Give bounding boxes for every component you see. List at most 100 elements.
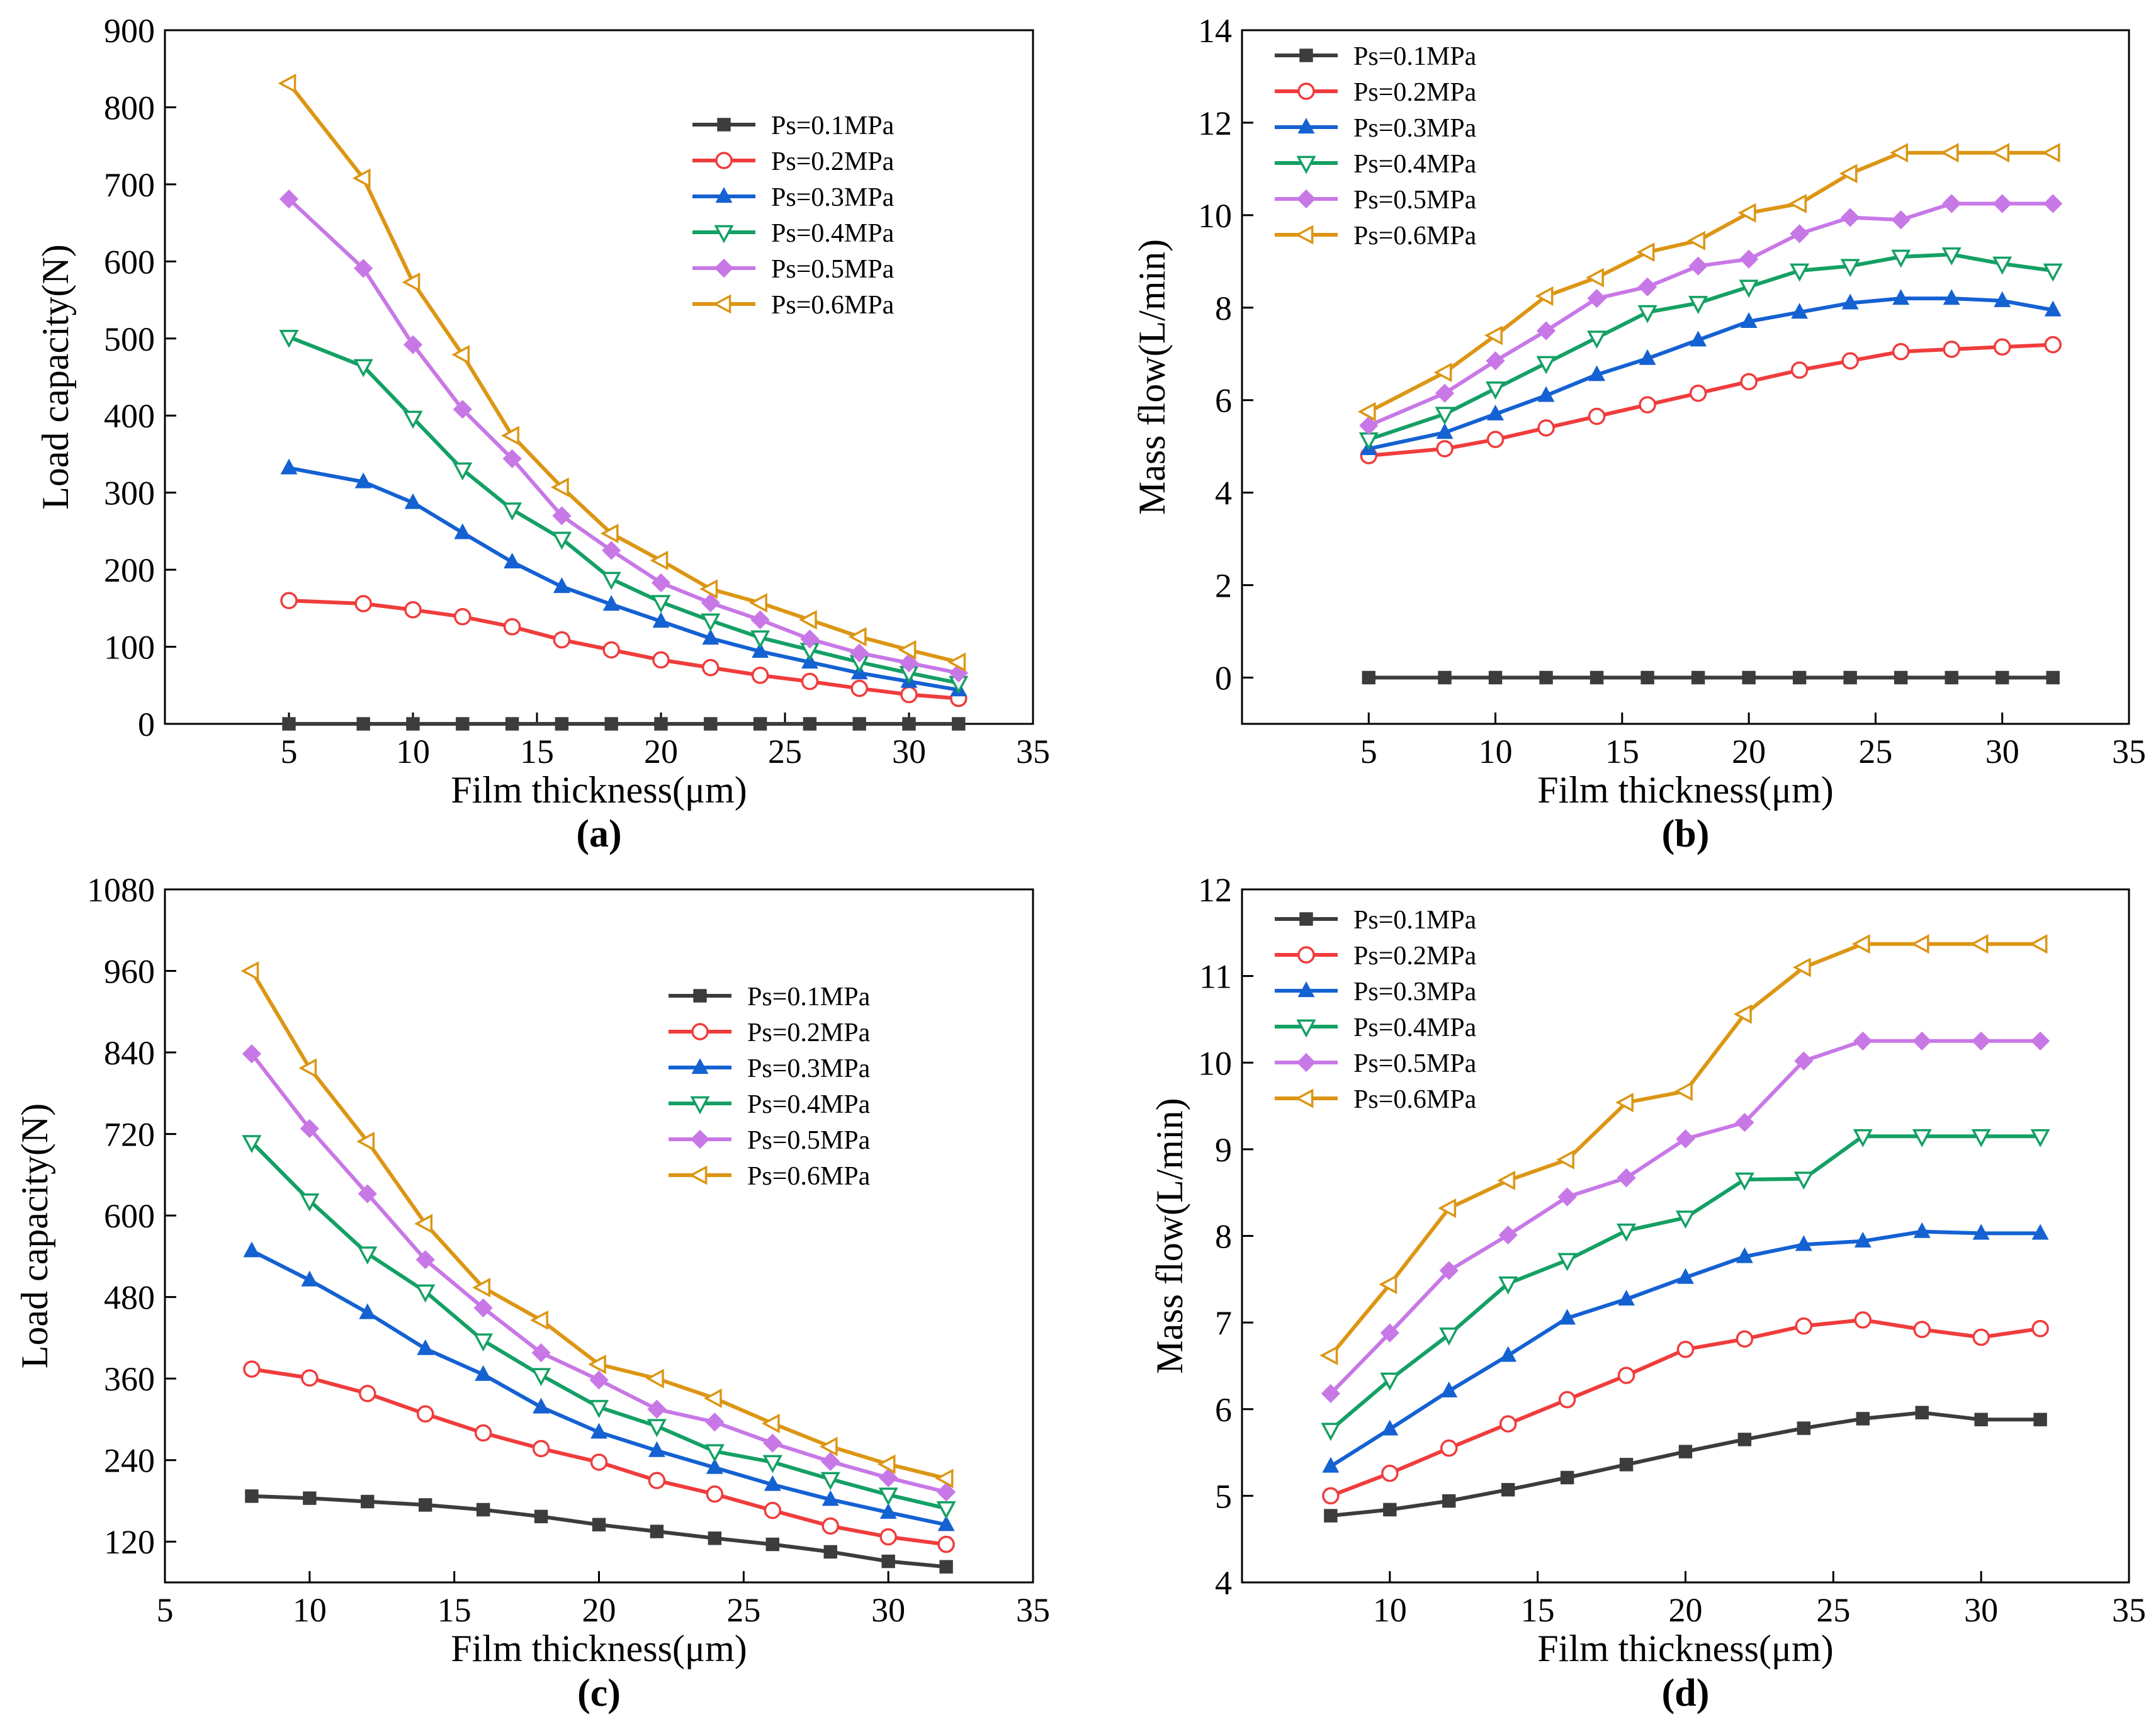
data-point — [356, 717, 370, 731]
data-point — [1379, 1275, 1397, 1295]
legend-marker — [690, 1129, 710, 1149]
data-point — [821, 1517, 839, 1535]
x-tick-label: 25 — [726, 1591, 760, 1629]
data-point — [1497, 1170, 1516, 1190]
legend-marker — [1297, 981, 1315, 998]
data-point — [703, 1388, 722, 1409]
data-point — [1841, 352, 1859, 370]
data-point — [589, 1370, 609, 1390]
data-point — [1639, 396, 1656, 414]
data-point — [1636, 242, 1655, 262]
data-point — [1941, 247, 1962, 266]
data-point — [1587, 330, 1607, 349]
data-point — [1912, 1031, 1932, 1051]
data-point — [1588, 365, 1606, 381]
data-point — [1488, 670, 1503, 685]
x-tick-label: 15 — [438, 1591, 471, 1629]
legend-label: Ps=0.1MPa — [747, 983, 871, 1012]
data-point — [1740, 312, 1758, 328]
chart-panel-c: 5 10 15 20 25 30 35 120 240 360 480 600 720 840 960 108… — [14, 871, 1050, 1715]
data-point — [1742, 670, 1756, 685]
x-tick-label: 30 — [1985, 733, 2019, 770]
data-point — [762, 1455, 782, 1474]
data-point — [1442, 1494, 1456, 1508]
data-point — [415, 1250, 435, 1270]
data-point — [877, 1454, 896, 1474]
data-point — [353, 359, 373, 378]
data-point — [1994, 291, 2011, 307]
data-point — [1996, 670, 2009, 685]
data-point — [800, 629, 820, 649]
series-line — [287, 82, 959, 664]
x-tick-label: 5 — [281, 733, 298, 770]
data-point — [1439, 1327, 1459, 1346]
data-point — [1383, 1502, 1397, 1517]
data-point — [651, 595, 671, 614]
data-point — [1853, 1129, 1873, 1147]
data-point — [451, 344, 470, 365]
y-tick-label: 1080 — [87, 871, 155, 909]
legend-label: Ps=0.2MPa — [1353, 78, 1477, 107]
legend-label: Ps=0.6MPa — [1353, 1085, 1477, 1114]
y-tick-label: 480 — [104, 1279, 155, 1317]
y-tick-label: 11 — [1199, 958, 1232, 996]
data-point — [645, 1368, 664, 1389]
data-point — [1790, 224, 1809, 244]
y-tick-label: 8 — [1215, 1218, 1232, 1256]
series-1 — [1324, 1406, 2047, 1523]
data-point — [1991, 143, 2010, 163]
data-point — [600, 524, 619, 544]
y-tick-label: 720 — [104, 1116, 155, 1154]
data-point — [1791, 303, 1809, 319]
data-point — [708, 1531, 722, 1545]
data-point — [1440, 1439, 1458, 1457]
data-point — [1675, 1210, 1696, 1229]
legend-label: Ps=0.1MPa — [1353, 42, 1477, 71]
data-point — [474, 1424, 492, 1442]
data-point — [1890, 143, 1909, 163]
data-point — [358, 1184, 377, 1203]
data-point — [749, 593, 767, 613]
series-6 — [1319, 934, 2048, 1365]
y-tick-label: 6 — [1215, 382, 1232, 420]
y-tick-label: 0 — [1215, 660, 1232, 697]
data-point — [1357, 402, 1376, 422]
data-point — [1380, 1323, 1399, 1343]
data-point — [1737, 203, 1756, 223]
data-point — [1322, 1487, 1340, 1505]
data-point — [601, 572, 621, 590]
series-3 — [243, 1241, 955, 1531]
legend-label: Ps=0.5MPa — [747, 1126, 871, 1155]
data-point — [502, 449, 522, 468]
data-point — [590, 1453, 608, 1471]
data-point — [1381, 1464, 1399, 1482]
data-point — [1676, 1341, 1695, 1358]
y-tick-label: 900 — [104, 12, 155, 50]
legend-marker — [1297, 118, 1315, 134]
data-point — [604, 717, 618, 731]
data-point — [1970, 934, 1989, 954]
plot-frame-a — [164, 29, 1034, 725]
data-point — [848, 627, 867, 647]
data-point — [1892, 289, 1910, 305]
data-point — [1891, 210, 1911, 230]
data-point — [356, 1131, 375, 1151]
data-point — [1843, 670, 1857, 685]
legend-marker — [1299, 48, 1313, 62]
legend-label: Ps=0.4MPa — [1353, 150, 1477, 179]
data-point — [453, 400, 472, 419]
data-point — [1841, 208, 1860, 227]
data-point — [652, 612, 670, 628]
plot-frame-c — [164, 888, 1034, 1584]
data-point — [1536, 356, 1556, 375]
data-point — [1913, 1222, 1931, 1238]
data-point — [476, 1502, 490, 1517]
data-point — [245, 1489, 259, 1503]
data-point — [1790, 361, 1809, 379]
data-point — [1558, 1390, 1576, 1409]
data-point — [899, 653, 919, 673]
x-tick-label: 20 — [1669, 1591, 1703, 1629]
data-point — [2030, 1129, 2050, 1147]
data-point — [553, 631, 571, 649]
legend-marker — [1295, 1088, 1314, 1108]
